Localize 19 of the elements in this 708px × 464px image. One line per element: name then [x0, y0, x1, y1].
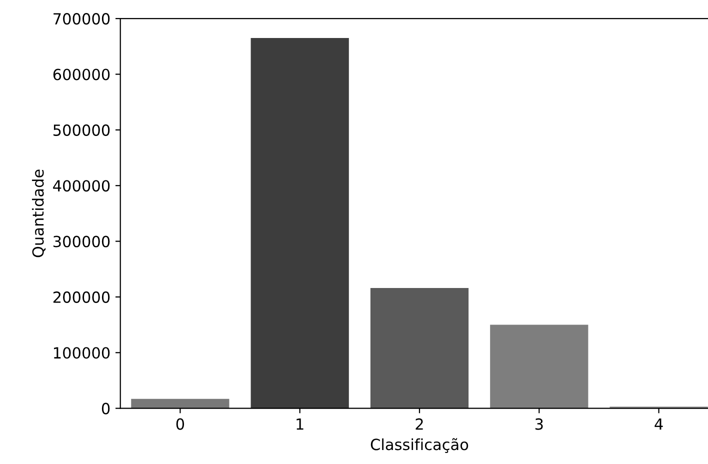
x-tick-label: 0	[176, 418, 184, 430]
x-tick-label: 2	[416, 418, 423, 430]
y-tick-label: 500000	[53, 124, 110, 136]
y-tick-label: 100000	[54, 347, 110, 359]
bar	[490, 324, 588, 408]
bar	[250, 38, 349, 408]
y-tick-label: 200000	[53, 291, 110, 303]
y-tick-label: 700000	[54, 13, 110, 25]
x-axis-title: Classificação	[370, 438, 468, 453]
y-axis-title: Quantidade	[32, 170, 46, 258]
x-tick-label: 1	[296, 418, 304, 430]
bar	[131, 398, 230, 408]
x-tick-label: 3	[535, 418, 543, 430]
x-tick-label: 4	[654, 418, 663, 430]
y-tick-label: 400000	[53, 180, 110, 192]
y-tick-label: 0	[102, 402, 110, 414]
y-tick-label: 600000	[53, 68, 110, 80]
y-tick-label: 300000	[53, 236, 110, 248]
bar	[370, 288, 469, 408]
